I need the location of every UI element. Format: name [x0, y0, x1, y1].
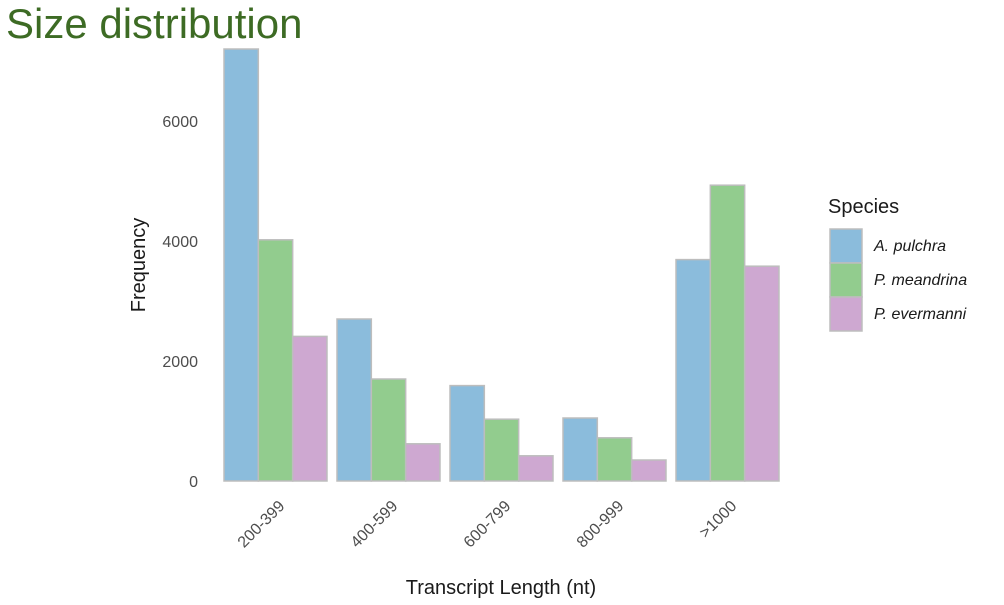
bar-2-3: [483, 418, 520, 482]
bar-1-1: [223, 48, 260, 482]
bar-1-2: [336, 318, 373, 482]
legend-swatch-1: [829, 228, 863, 264]
bar-3-2: [404, 443, 441, 482]
bar-1-5: [675, 258, 712, 482]
bar-3-3: [517, 455, 554, 482]
bar-3-4: [630, 459, 667, 482]
x-tick-label: 600-799: [461, 498, 515, 552]
bar-1-4: [562, 417, 599, 482]
legend-swatch-3: [829, 296, 863, 332]
y-axis-label: Frequency: [128, 218, 150, 313]
bar-2-2: [370, 378, 407, 482]
y-tick-label: 4000: [162, 234, 198, 251]
bar-1-3: [449, 384, 486, 482]
bar-3-5: [743, 265, 780, 482]
legend: Species A. pulchra P. meandrina P. everman…: [828, 196, 967, 332]
legend-label-3: P. evermanni: [874, 306, 967, 323]
legend-label-1: A. pulchra: [873, 238, 946, 255]
legend-swatch-2: [829, 262, 863, 298]
x-axis-ticks: 200-399 400-599 600-799 800-999 >1000: [235, 498, 741, 552]
legend-title: Species: [828, 196, 899, 218]
x-tick-label: 200-399: [235, 498, 289, 552]
y-tick-label: 6000: [162, 114, 198, 131]
y-tick-label: 2000: [162, 354, 198, 371]
x-axis-label: Transcript Length (nt): [406, 577, 596, 599]
x-tick-label: 400-599: [348, 498, 402, 552]
bars-group: [223, 48, 780, 482]
x-tick-label: 800-999: [574, 498, 628, 552]
bar-2-1: [257, 239, 294, 482]
legend-label-2: P. meandrina: [874, 272, 967, 289]
y-tick-label: 0: [189, 474, 198, 491]
x-tick-label: >1000: [697, 498, 741, 542]
bar-2-5: [709, 184, 746, 482]
bar-2-4: [596, 437, 633, 482]
slide-title: Size distribution: [6, 0, 303, 47]
bar-3-1: [291, 335, 328, 482]
y-axis-ticks: 0 2000 4000 6000: [162, 114, 198, 491]
